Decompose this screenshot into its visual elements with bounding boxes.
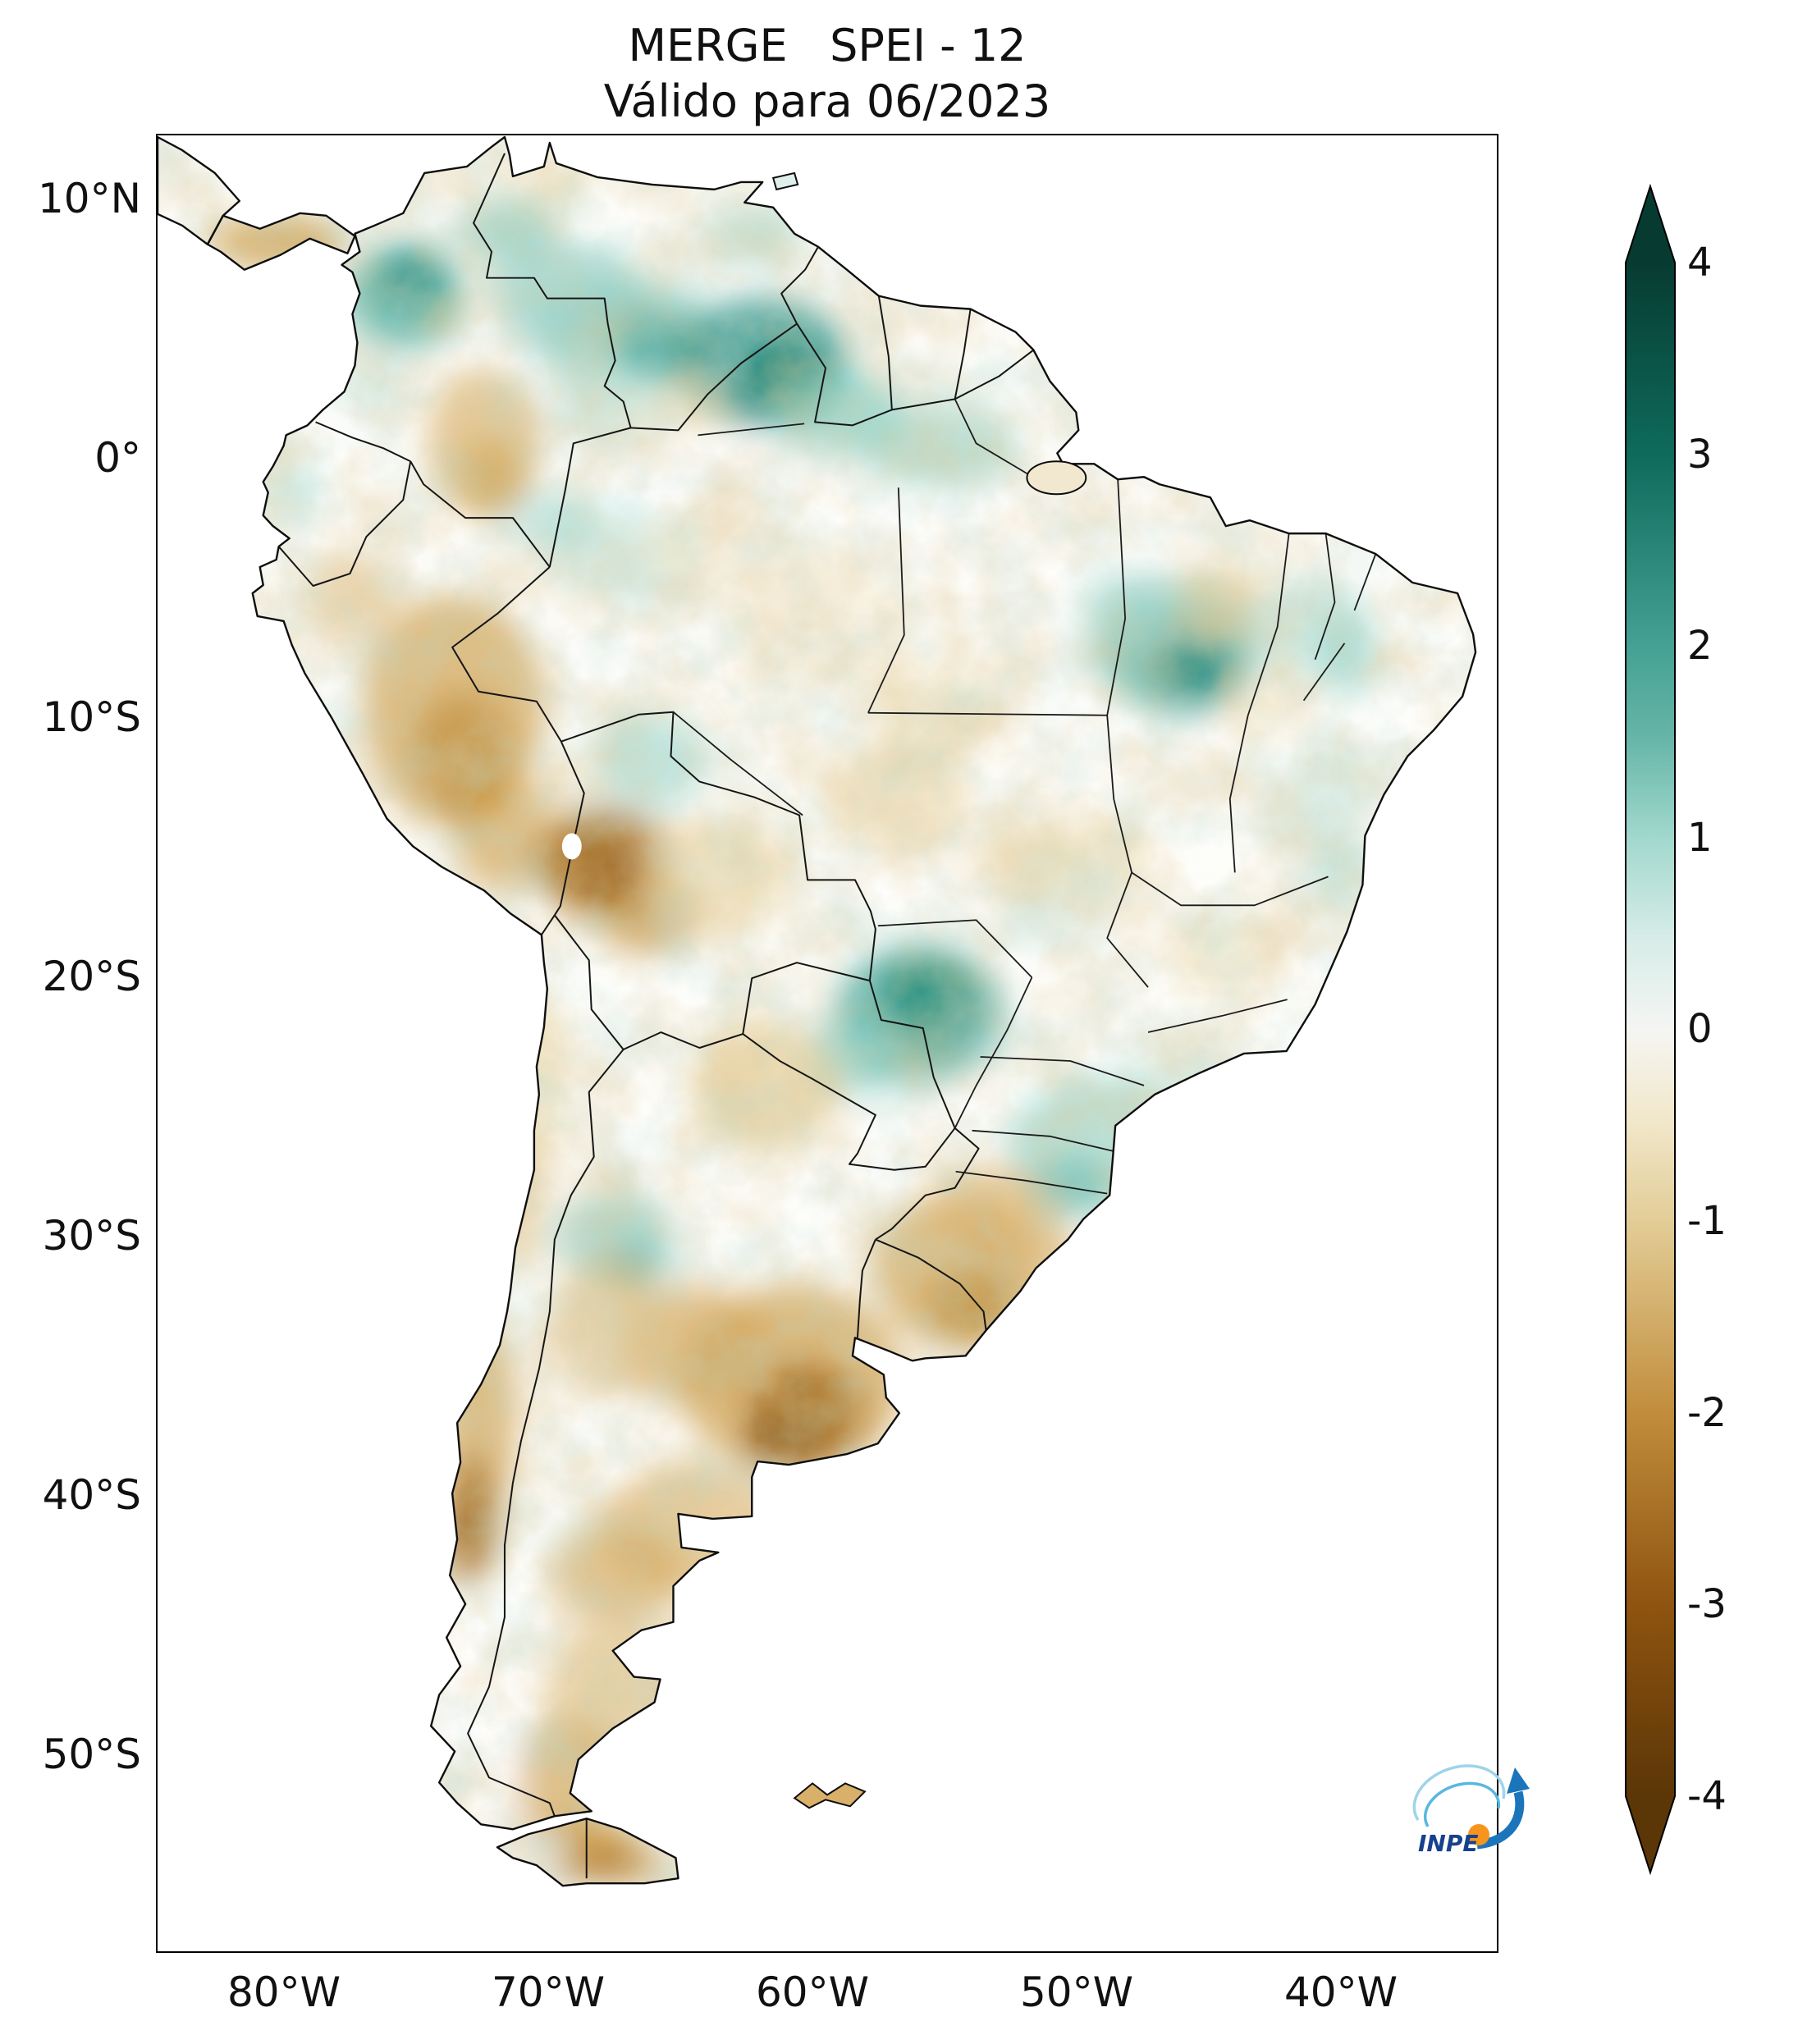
country-borders: [277, 153, 1034, 1879]
logo-arrowhead: [1507, 1767, 1530, 1794]
falkland-islands: [794, 1782, 866, 1809]
spei-raster: [158, 136, 1476, 1886]
lon-tick-label: 40°W: [1283, 1969, 1398, 2016]
marajo-island: [1026, 460, 1087, 496]
coastline: [158, 135, 1477, 1887]
colorbar-tick-label: 3: [1687, 432, 1713, 478]
figure-subtitle: Válido para 06/2023: [603, 75, 1051, 127]
lon-tick-label: 60°W: [755, 1969, 870, 2016]
figure-title: MERGE SPEI - 12: [628, 20, 1027, 71]
lake-titicaca: [561, 833, 582, 860]
logo-text: INPE: [1418, 1830, 1479, 1857]
logo-orbit-outer: [1412, 1764, 1506, 1821]
logo-arrow: [1476, 1790, 1525, 1850]
colorbar: [1625, 183, 1676, 1876]
colorbar-tick-label: 1: [1687, 815, 1713, 861]
lon-tick-label: 70°W: [491, 1969, 606, 2016]
colorbar-tick-label: 2: [1687, 623, 1713, 669]
plot-area: [156, 134, 1498, 1953]
lat-tick-label: 10°S: [42, 693, 141, 741]
lat-tick-label: 0°: [94, 434, 141, 482]
lon-tick-label: 50°W: [1019, 1969, 1134, 2016]
colorbar-tick-label: -2: [1687, 1390, 1727, 1436]
lat-tick-label: 50°S: [42, 1731, 141, 1778]
inpe-logo: INPE: [1412, 1764, 1530, 1857]
colorbar-tick-label: 4: [1687, 240, 1713, 286]
colorbar-tick-label: -4: [1687, 1773, 1727, 1819]
trinidad-island: [772, 171, 799, 190]
logo-orange-ball: [1468, 1824, 1489, 1845]
colorbar-tick-label: -1: [1687, 1198, 1727, 1244]
colorbar-tick-label: 0: [1687, 1006, 1713, 1052]
south-america-map: [158, 135, 1477, 1887]
colorbar-gradient: [1625, 183, 1676, 1876]
lat-tick-label: 40°S: [42, 1471, 141, 1519]
colorbar-tick-label: -3: [1687, 1581, 1727, 1627]
lon-tick-label: 80°W: [226, 1969, 341, 2016]
state-borders: [672, 399, 1377, 1195]
lat-tick-label: 20°S: [42, 953, 141, 1000]
lat-tick-label: 30°S: [42, 1212, 141, 1260]
lat-tick-label: 10°N: [37, 175, 141, 222]
logo-orbit-inner: [1423, 1781, 1501, 1827]
raster-speckle-wet: [158, 136, 1476, 1886]
